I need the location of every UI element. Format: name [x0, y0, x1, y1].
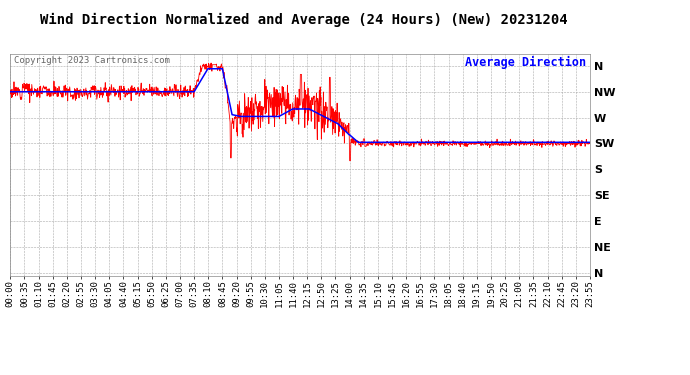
Text: Average Direction: Average Direction: [465, 56, 586, 69]
Text: Wind Direction Normalized and Average (24 Hours) (New) 20231204: Wind Direction Normalized and Average (2…: [40, 13, 567, 27]
Text: Copyright 2023 Cartronics.com: Copyright 2023 Cartronics.com: [14, 56, 170, 65]
